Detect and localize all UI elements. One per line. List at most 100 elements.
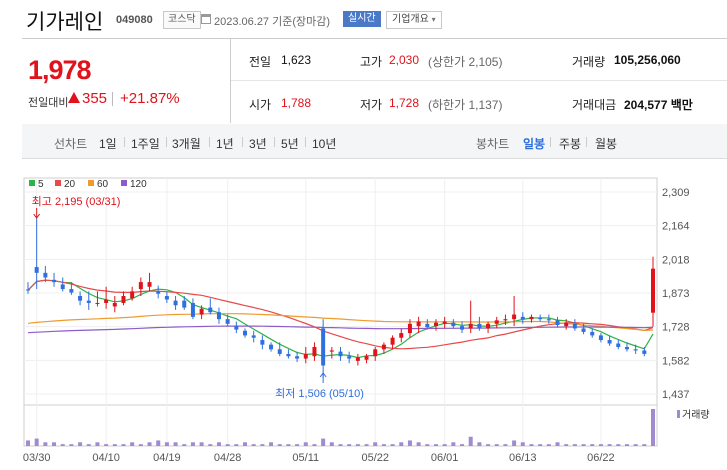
divider — [586, 137, 587, 147]
volume-bar — [520, 442, 525, 446]
candle-body — [399, 333, 404, 338]
candle-body — [381, 344, 386, 350]
volume-bar — [303, 442, 308, 446]
volume-bar — [555, 442, 560, 446]
tab-1y[interactable]: 1년 — [216, 137, 234, 151]
candle-body — [190, 302, 195, 317]
divider — [166, 137, 167, 147]
tab-5y[interactable]: 5년 — [281, 137, 299, 151]
candle-body — [355, 357, 360, 361]
low-arrow-head — [319, 372, 327, 378]
candle-body — [312, 346, 317, 357]
volume-bar — [95, 442, 100, 446]
candle-body — [546, 319, 551, 321]
current-price: 1,978 — [28, 55, 92, 85]
candle-body — [338, 351, 343, 357]
candle-body — [555, 320, 560, 325]
volume-bar — [112, 444, 117, 446]
divider — [242, 137, 243, 147]
tab-10y[interactable]: 10년 — [312, 137, 337, 151]
open-label: 시가 — [249, 98, 272, 112]
volume-bar — [633, 444, 638, 446]
amount-label: 거래대금 — [572, 98, 617, 112]
volume-bar — [43, 442, 48, 446]
volume-bar — [190, 442, 195, 446]
volume-bar — [216, 442, 221, 446]
candle-body — [269, 344, 274, 350]
candle-body — [95, 302, 100, 304]
volume-bar — [321, 438, 326, 446]
high-value: 2,030 — [389, 53, 420, 67]
y-tick-label: 2,018 — [662, 254, 690, 266]
tab-3m[interactable]: 3개월 — [172, 137, 201, 151]
prev-label: 전일 — [249, 55, 272, 69]
volume-bar — [269, 442, 274, 446]
ma-line-20 — [27, 279, 654, 350]
volume-bar — [164, 442, 169, 446]
date-label: 2023.06.27 기준(장마감) — [214, 16, 331, 28]
volume-bar — [78, 442, 83, 446]
open-value: 1,788 — [281, 96, 312, 110]
candle-body — [147, 282, 152, 287]
volume-bar — [546, 444, 551, 446]
candle-chart-label: 봉차트 — [476, 137, 510, 151]
divider — [112, 92, 113, 106]
calendar-icon — [201, 14, 211, 24]
volume-bar — [182, 444, 187, 446]
volume-bar — [564, 444, 569, 446]
legend-label: 5 — [38, 179, 44, 190]
candle-body — [538, 318, 543, 320]
volume-bar — [572, 444, 577, 446]
volume-bar — [69, 444, 74, 446]
volume-bar — [86, 444, 91, 446]
header: 기가레인 049080 코스닥 2023.06.27 기준(장마감) 실시간 기… — [0, 0, 727, 38]
candle-body — [173, 300, 178, 306]
tab-weekly[interactable]: 주봉 — [559, 137, 582, 151]
stock-code: 049080 — [116, 14, 153, 26]
candle-body — [164, 296, 169, 300]
tab-3y[interactable]: 3년 — [249, 137, 267, 151]
volume-bar — [208, 444, 213, 446]
volume-bar — [529, 444, 534, 446]
candle-body — [121, 296, 126, 303]
x-tick-label: 04/19 — [153, 452, 181, 464]
realtime-button[interactable]: 실시간 — [343, 11, 381, 27]
x-tick-label: 06/22 — [587, 452, 615, 464]
volume-bar — [642, 444, 647, 446]
volume-bar — [52, 442, 57, 446]
y-tick-label: 2,309 — [662, 187, 690, 199]
divider — [274, 137, 275, 147]
volume-bar — [433, 444, 438, 446]
candle-body — [477, 323, 482, 329]
x-tick-label: 06/01 — [431, 452, 459, 464]
volume-bar — [503, 444, 508, 446]
candle-body — [86, 300, 91, 303]
volume-bar — [121, 444, 126, 446]
volume-bar — [295, 444, 300, 446]
volume-legend-swatch — [677, 410, 680, 418]
candle-body — [34, 267, 39, 273]
volume-bar — [138, 444, 143, 446]
volume-bar — [512, 440, 517, 446]
volume-bar — [581, 444, 586, 446]
candle-body — [138, 282, 143, 290]
candle-body — [321, 328, 326, 366]
candle-body — [433, 322, 438, 327]
up-triangle-icon — [68, 92, 80, 103]
candle-body — [78, 296, 83, 301]
volume-bar — [156, 440, 161, 446]
candle-body — [607, 340, 612, 344]
candle-body — [564, 322, 569, 327]
volume-bar — [468, 436, 473, 446]
volume-bar — [130, 442, 135, 446]
volume-bar — [373, 442, 378, 446]
volume-bar — [104, 444, 109, 446]
candle-body — [60, 284, 65, 290]
volume-bar — [651, 409, 655, 446]
tab-1d[interactable]: 1일 — [99, 137, 117, 151]
tab-daily[interactable]: 일봉 — [523, 137, 546, 151]
tab-monthly[interactable]: 월봉 — [595, 137, 618, 151]
tab-1w[interactable]: 1주일 — [131, 137, 160, 151]
company-overview-dropdown[interactable]: 기업개요 ▾ — [386, 11, 442, 29]
candlestick-chart[interactable]: 2,309 2,164 2,018 1,873 1,728 1,582 1,437 03/30… — [0, 160, 727, 470]
